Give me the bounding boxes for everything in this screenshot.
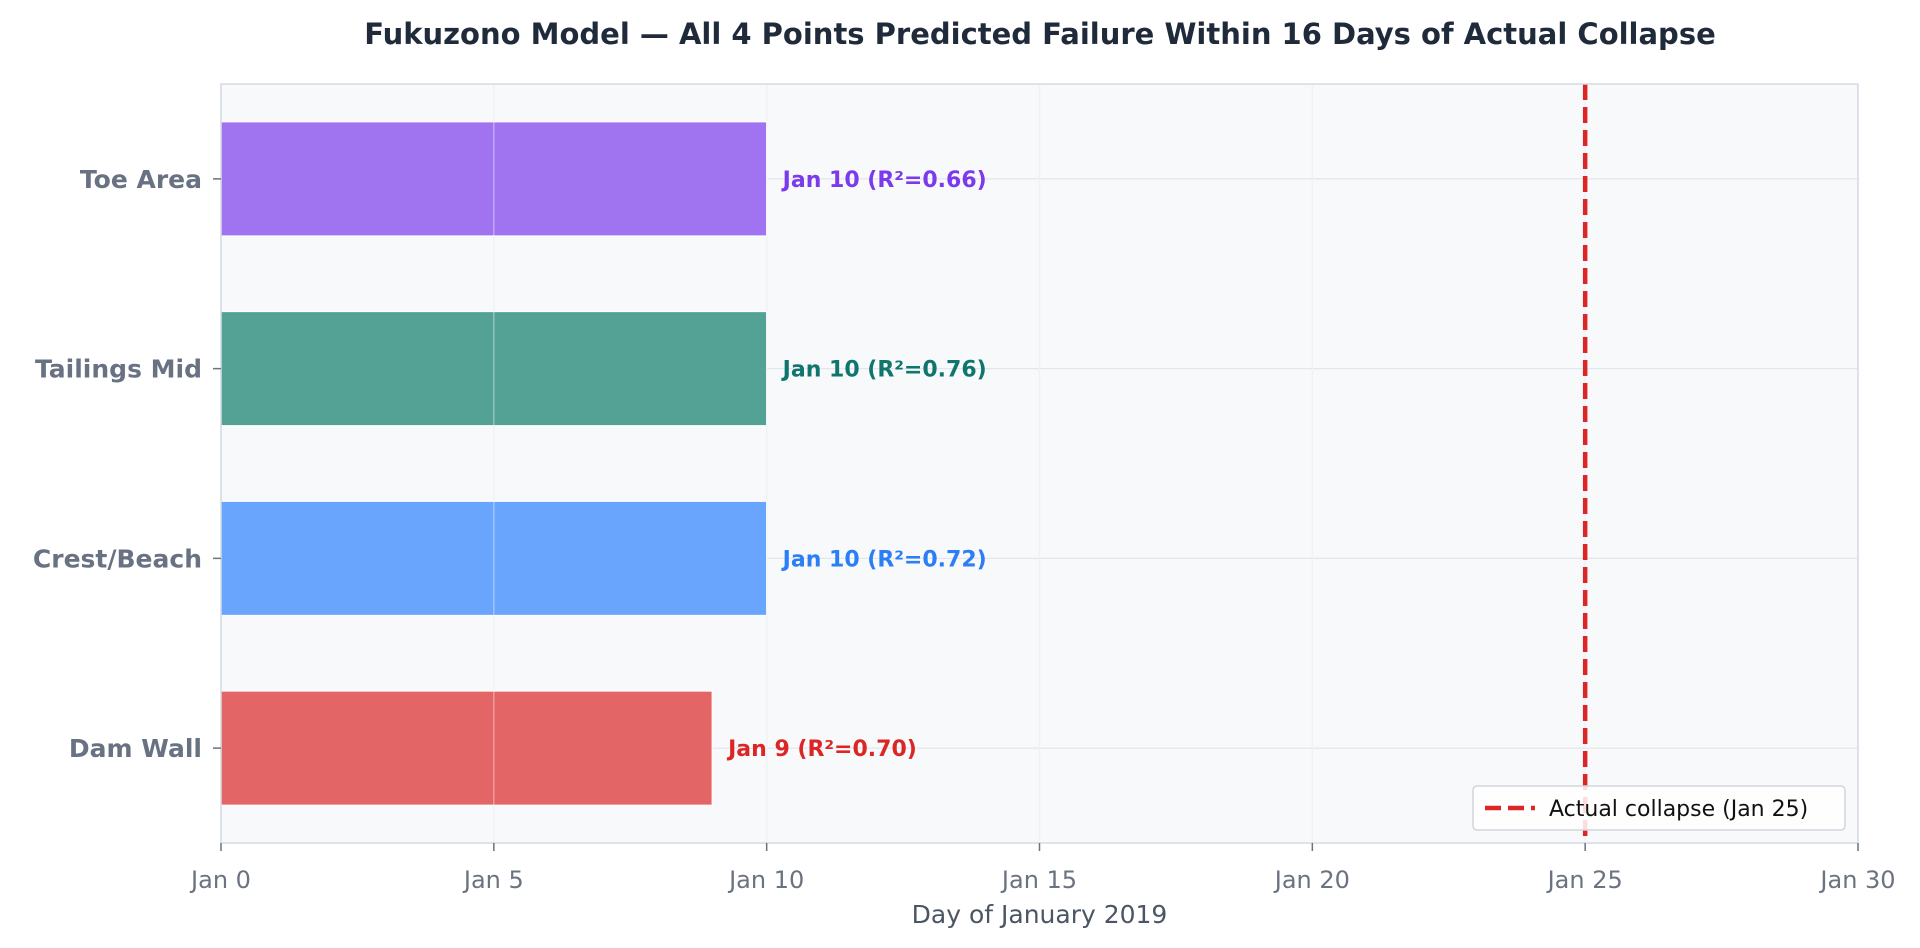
bar-crest-beach (220, 500, 768, 616)
x-tick-label: Jan 20 (1273, 866, 1350, 894)
bar-toe-area (220, 121, 768, 237)
category-label: Toe Area (80, 165, 202, 194)
x-tick-label: Jan 15 (1000, 866, 1077, 894)
x-tick-label: Jan 25 (1546, 866, 1623, 894)
category-label: Dam Wall (69, 734, 202, 763)
x-tick-label: Jan 5 (462, 866, 524, 894)
x-axis-title: Day of January 2019 (912, 900, 1168, 929)
bars (220, 121, 768, 806)
bar-tailings-mid (220, 311, 768, 427)
legend-label: Actual collapse (Jan 25) (1549, 797, 1808, 822)
legend-box (1472, 785, 1846, 831)
x-axis: Jan 0 Jan 5 Jan 10 Jan 15 Jan 20 Jan 25 Jan 30 (189, 843, 1896, 894)
bar-value-label: Jan 10 (R²=0.76) (781, 358, 987, 383)
bar-value-label: Jan 9 (R²=0.70) (726, 737, 917, 762)
category-label: Crest/Beach (33, 544, 202, 573)
chart-title: Fukuzono Model — All 4 Points Predicted … (364, 17, 1716, 51)
bar-dam-wall (220, 690, 713, 806)
category-label: Tailings Mid (35, 355, 202, 384)
y-axis: Toe Area Tailings Mid Crest/Beach Dam Wall (33, 165, 221, 763)
bar-value-labels: Jan 10 (R²=0.66) Jan 10 (R²=0.76) Jan 10 (… (726, 168, 987, 762)
bar-value-label: Jan 10 (R²=0.72) (781, 547, 987, 572)
legend: Actual collapse (Jan 25) (1472, 785, 1846, 831)
x-tick-label: Jan 0 (189, 866, 251, 894)
x-tick-label: Jan 30 (1818, 866, 1895, 894)
bar-value-label: Jan 10 (R²=0.66) (781, 168, 987, 193)
x-tick-label: Jan 10 (727, 866, 804, 894)
